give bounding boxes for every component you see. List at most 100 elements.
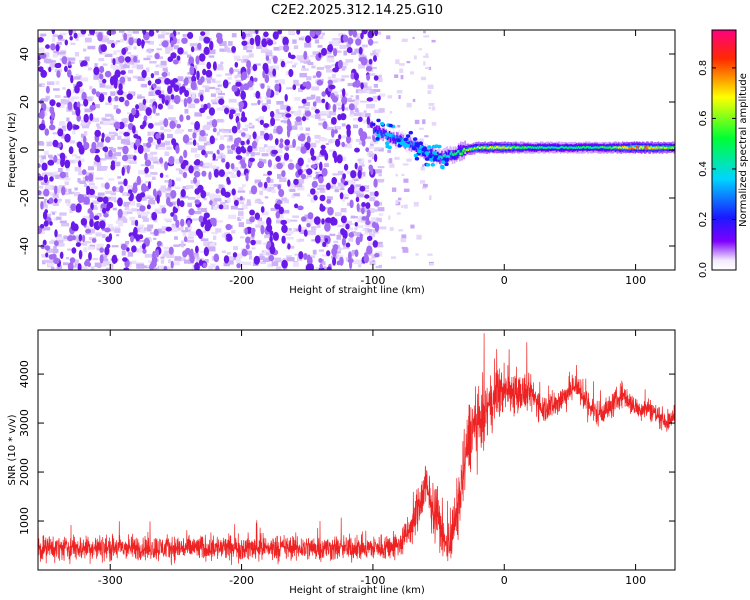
spectrogram-x-ticks: -300 -200 -100 0 100	[98, 30, 646, 287]
spectrogram-noise-background	[138, 102, 146, 108]
spectrogram-signal-cell	[374, 130, 376, 133]
spectrogram-onset-speckle	[384, 141, 390, 146]
spectrogram-noise-background	[233, 55, 241, 61]
spectrogram-noise-background	[63, 235, 68, 240]
spectrogram-noise-background	[212, 102, 218, 105]
spectrogram-noise-background	[254, 152, 261, 156]
spectrogram-noise-blob	[99, 65, 105, 74]
spectrogram-noise-blob	[326, 199, 332, 204]
spectrogram-signal-cell	[471, 148, 474, 151]
spectrogram-signal-cell	[481, 145, 483, 151]
spectrogram-noise-blob	[301, 116, 307, 122]
spectrogram-noise-blob	[315, 70, 322, 78]
spectrogram-noise-blob	[245, 236, 251, 244]
spectrogram-noise-background	[290, 219, 298, 222]
spectrogram-residual-noise	[389, 158, 393, 164]
spectrogram-noise-background	[43, 259, 51, 263]
spectrogram-noise-background	[255, 138, 259, 142]
spectrogram-noise-blob	[247, 145, 253, 153]
spectrogram-noise-background	[254, 179, 261, 184]
spectrogram-noise-blob	[282, 36, 289, 46]
spectrogram-signal-cell	[386, 135, 389, 138]
spectrogram-noise-blob	[126, 93, 133, 100]
spectrogram-noise-blob	[271, 149, 279, 155]
spectrogram-noise-blob	[47, 159, 55, 166]
spectrogram-noise-background	[132, 31, 139, 34]
spectrogram-noise-background	[147, 224, 154, 229]
spectrogram-noise-blob	[168, 246, 174, 255]
spectrogram-noise-field	[38, 30, 437, 270]
spectrogram-noise-background	[279, 45, 285, 51]
spectrogram-noise-background	[87, 246, 95, 250]
spectrogram-noise-blob	[231, 144, 236, 151]
spectrogram-signal-cell	[596, 146, 599, 149]
spectrogram-noise-background	[218, 184, 224, 189]
spectrogram-noise-background	[328, 111, 336, 116]
spectrogram-noise-blob	[274, 138, 279, 146]
spectrogram-signal-cell	[501, 146, 503, 149]
spectrogram-residual-noise	[413, 55, 417, 60]
spectrogram-noise-blob	[209, 40, 214, 51]
spectrogram-signal-cell	[445, 155, 447, 158]
spectrogram-residual-noise	[389, 227, 394, 231]
spectrogram-noise-blob	[367, 30, 375, 39]
spectrogram-noise-background	[319, 111, 327, 116]
spectrogram-noise-blob	[260, 83, 265, 89]
spectrogram-noise-background	[255, 240, 262, 245]
spectrogram-signal-cell	[457, 150, 459, 153]
spectrogram-signal-cell	[544, 146, 546, 149]
spectrogram-noise-blob	[215, 32, 223, 40]
spectrogram-noise-blob	[346, 47, 353, 54]
spectrogram-noise-background	[45, 95, 50, 101]
spectrogram-signal-cell	[626, 146, 628, 149]
spectrogram-noise-blob	[194, 121, 201, 131]
spectrogram-noise-blob	[156, 240, 162, 247]
spectrogram-noise-blob	[342, 173, 346, 180]
spectrogram-noise-background	[151, 176, 156, 180]
spectrogram-noise-blob	[313, 216, 321, 225]
spectrogram-noise-blob	[322, 121, 328, 130]
spectrogram-noise-blob	[245, 243, 250, 250]
spectrogram-noise-blob	[53, 198, 58, 204]
spectrogram-noise-background	[163, 129, 172, 133]
spectrogram-noise-blob	[306, 223, 311, 228]
spectrogram-noise-background	[188, 196, 196, 200]
spectrogram-noise-blob	[269, 245, 276, 255]
spectrogram-noise-background	[39, 158, 44, 163]
spectrogram-noise-blob	[102, 207, 107, 214]
spectrogram-noise-blob	[318, 52, 322, 58]
spectrogram-noise-background	[164, 180, 172, 183]
spectrogram-noise-background	[306, 76, 312, 81]
spectrogram-noise-blob	[89, 113, 94, 122]
spectrogram-noise-background	[38, 47, 45, 53]
spectrogram-residual-noise	[423, 30, 426, 34]
spectrogram-noise-background	[209, 49, 216, 55]
spectrogram-signal-cell	[624, 145, 626, 148]
spectrogram-noise-background	[202, 85, 210, 88]
spectrogram-noise-background	[190, 121, 195, 125]
spectrogram-noise-blob	[221, 158, 226, 163]
spectrogram-noise-background	[91, 117, 100, 123]
spectrogram-noise-blob	[66, 88, 72, 98]
spectrogram-noise-blob	[298, 251, 304, 260]
spectrogram-noise-blob	[142, 30, 147, 35]
spectrogram-noise-background	[56, 236, 63, 240]
spectrogram-noise-blob	[83, 113, 89, 123]
spectrogram-noise-blob	[45, 252, 49, 258]
spectrogram-noise-blob	[201, 149, 206, 156]
spectrogram-signal-cell	[381, 132, 383, 139]
spectrogram-noise-background	[302, 113, 308, 118]
spectrogram-noise-background	[373, 84, 378, 88]
spectrogram-noise-blob	[246, 60, 252, 69]
spectrogram-signal-cell	[524, 146, 526, 149]
spectrogram-noise-background	[122, 193, 127, 196]
spectrogram-noise-background	[48, 154, 53, 158]
spectrogram-noise-background	[206, 115, 213, 120]
spectrogram-signal-cell	[530, 146, 533, 149]
spectrogram-noise-background	[271, 189, 276, 194]
spectrogram-noise-background	[157, 132, 164, 136]
spectrogram-noise-blob	[281, 224, 288, 234]
colorbar-tick-label: 0.4	[698, 161, 709, 177]
spectrogram-x-label: Height of straight line (km)	[289, 285, 425, 296]
spectrogram-noise-blob	[306, 254, 311, 263]
